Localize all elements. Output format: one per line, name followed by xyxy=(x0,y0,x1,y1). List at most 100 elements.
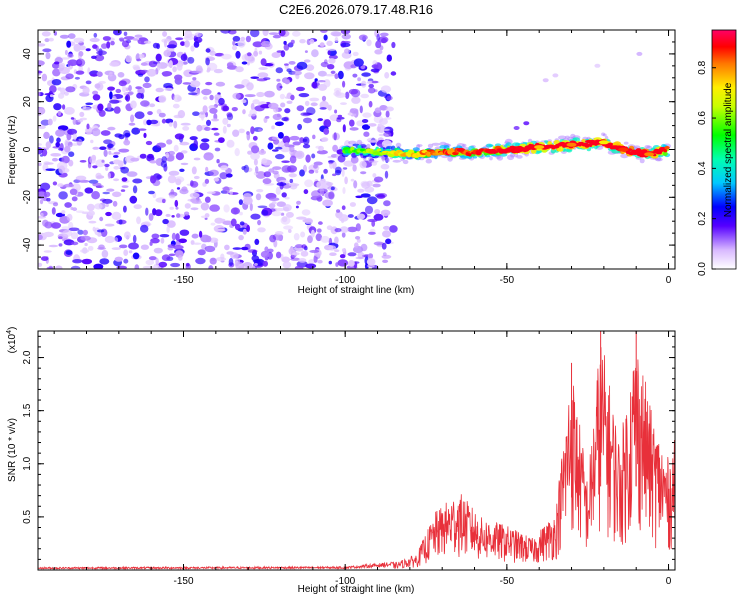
noise-speckle xyxy=(155,87,164,93)
noise-speckle xyxy=(180,122,191,126)
noise-speckle xyxy=(158,261,168,268)
noise-speckle xyxy=(352,73,358,78)
noise-speckle xyxy=(169,206,174,210)
noise-speckle xyxy=(271,201,277,205)
noise-speckle xyxy=(45,141,52,149)
noise-speckle xyxy=(137,128,147,131)
noise-speckle xyxy=(183,36,194,41)
noise-speckle xyxy=(283,40,287,45)
noise-speckle xyxy=(226,251,234,255)
noise-speckle xyxy=(384,170,389,179)
ridge-blob xyxy=(348,140,357,145)
noise-speckle xyxy=(280,212,285,216)
noise-speckle xyxy=(320,61,329,68)
noise-speckle xyxy=(123,31,128,36)
noise-speckle xyxy=(636,51,643,56)
noise-speckle xyxy=(77,119,83,123)
noise-speckle xyxy=(190,181,199,188)
noise-speckle xyxy=(267,142,274,150)
noise-speckle xyxy=(40,256,49,261)
ridge-blob xyxy=(439,141,447,146)
snr-scale-label: (x104) xyxy=(6,327,18,354)
noise-speckle xyxy=(234,84,245,89)
noise-speckle xyxy=(121,40,130,48)
noise-speckle xyxy=(84,242,88,247)
noise-speckle xyxy=(86,123,90,130)
noise-speckle xyxy=(385,110,390,118)
noise-speckle xyxy=(168,170,180,176)
noise-speckle xyxy=(244,94,256,98)
noise-speckle xyxy=(345,91,350,100)
noise-speckle xyxy=(57,183,64,188)
noise-speckle xyxy=(96,175,105,179)
snr-xtick-label: 0 xyxy=(666,576,672,587)
noise-speckle xyxy=(373,241,384,246)
snr-scale-suffix: ) xyxy=(7,327,18,330)
noise-speckle xyxy=(232,92,241,100)
noise-speckle xyxy=(150,175,157,184)
ridge-blob xyxy=(488,144,494,147)
noise-speckle xyxy=(193,139,198,148)
noise-speckle xyxy=(377,123,382,127)
noise-speckle xyxy=(328,58,336,64)
noise-speckle xyxy=(61,210,66,215)
noise-speckle xyxy=(300,231,306,238)
noise-speckle xyxy=(298,93,310,98)
noise-speckle xyxy=(106,41,111,49)
noise-speckle xyxy=(43,131,50,139)
noise-speckle xyxy=(114,237,119,243)
noise-speckle xyxy=(171,232,176,241)
noise-speckle xyxy=(152,42,159,49)
ridge-blob xyxy=(639,158,645,164)
noise-speckle xyxy=(347,226,358,233)
noise-speckle xyxy=(80,235,91,241)
noise-speckle xyxy=(208,169,219,177)
noise-speckle xyxy=(75,175,87,181)
noise-speckle xyxy=(232,129,240,137)
noise-speckle xyxy=(289,145,295,153)
noise-speckle xyxy=(333,132,337,141)
noise-speckle xyxy=(100,130,111,136)
noise-speckle xyxy=(107,86,115,91)
noise-speckle xyxy=(281,165,292,173)
noise-speckle xyxy=(105,203,109,208)
noise-speckle xyxy=(110,147,116,151)
noise-speckle xyxy=(355,236,361,240)
noise-speckle xyxy=(238,199,243,206)
noise-speckle xyxy=(234,223,241,231)
noise-speckle xyxy=(374,107,382,114)
noise-speckle xyxy=(349,202,356,207)
noise-speckle xyxy=(328,260,332,265)
ridge-blob xyxy=(663,149,668,153)
noise-speckle xyxy=(205,235,212,243)
noise-speckle xyxy=(92,165,98,169)
noise-speckle xyxy=(262,260,268,267)
noise-speckle xyxy=(59,34,70,39)
noise-speckle xyxy=(239,211,243,216)
noise-speckle xyxy=(124,95,129,101)
noise-speckle xyxy=(347,252,357,257)
noise-speckle xyxy=(206,191,216,194)
noise-speckle xyxy=(299,137,305,144)
ridge-peak xyxy=(644,152,655,157)
noise-speckle xyxy=(256,189,264,193)
noise-speckle xyxy=(308,169,315,174)
noise-speckle xyxy=(334,249,340,253)
noise-speckle xyxy=(323,168,328,174)
noise-speckle xyxy=(282,204,292,212)
noise-speckle xyxy=(85,102,94,106)
noise-speckle xyxy=(175,37,184,41)
noise-speckle xyxy=(77,229,84,235)
noise-speckle xyxy=(128,242,139,250)
noise-speckle xyxy=(274,121,284,127)
noise-speckle xyxy=(133,66,141,71)
noise-speckle xyxy=(384,72,390,79)
noise-speckle xyxy=(66,40,72,48)
noise-speckle xyxy=(123,130,131,138)
noise-speckle xyxy=(93,32,98,38)
noise-speckle xyxy=(356,238,361,243)
noise-speckle xyxy=(357,251,365,259)
noise-speckle xyxy=(291,70,302,76)
noise-speckle xyxy=(70,232,79,240)
